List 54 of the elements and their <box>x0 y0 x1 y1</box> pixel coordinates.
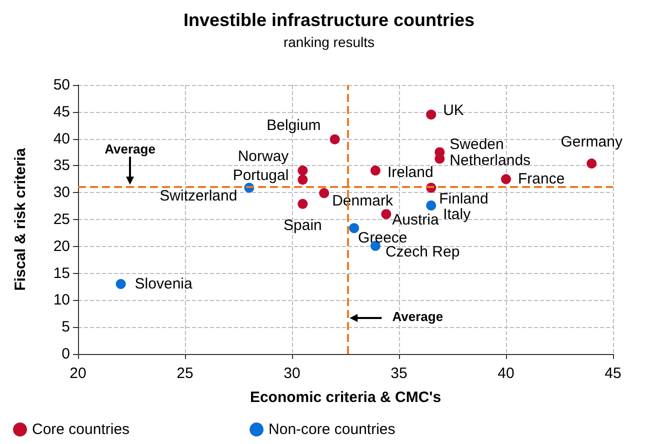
x-tick-label: 35 <box>390 365 408 382</box>
data-label: France <box>518 170 565 188</box>
point <box>330 134 340 144</box>
ref-line-label: Average <box>104 142 156 157</box>
y-tick-label: 50 <box>53 76 70 94</box>
x-tick-label: 30 <box>284 365 300 382</box>
y-tick-label: 10 <box>53 292 70 309</box>
point <box>319 188 330 198</box>
data-label: Switzerland <box>160 187 238 204</box>
chart-title: Investible infrastructure countries <box>183 10 475 30</box>
y-tick-label: 5 <box>62 318 70 336</box>
x-axis-title: Economic criteria & CMC's <box>250 389 442 406</box>
data-label: Netherlands <box>450 152 531 170</box>
y-tick-label: 15 <box>53 264 70 282</box>
data-label: Austria <box>392 212 440 229</box>
ref-line-label: Average <box>392 309 444 324</box>
data-label: Germany <box>560 134 623 151</box>
data-label: Belgium <box>266 116 321 134</box>
point <box>381 209 392 220</box>
y-tick-label: 35 <box>53 157 70 174</box>
y-tick-label: 45 <box>53 103 70 120</box>
data-label: Norway <box>238 148 290 166</box>
point <box>426 110 436 120</box>
legend-label: Non-core countries <box>268 421 396 438</box>
x-tick-label: 45 <box>604 365 622 382</box>
x-tick-label: 40 <box>498 365 514 382</box>
point <box>434 154 445 164</box>
point <box>370 166 380 176</box>
y-tick-label: 0 <box>62 346 70 362</box>
y-tick-label: 20 <box>53 238 70 255</box>
data-label: Spain <box>284 216 322 234</box>
data-label: Sweden <box>450 136 504 153</box>
point <box>349 223 360 234</box>
point <box>298 174 308 185</box>
legend-label: Core countries <box>32 421 130 438</box>
y-tick-label: 40 <box>53 130 70 148</box>
point <box>116 279 126 290</box>
point <box>586 158 597 169</box>
point <box>501 174 511 184</box>
data-label: Denmark <box>332 192 394 210</box>
point <box>426 200 436 211</box>
y-axis-title: Fiscal & risk criteria <box>12 148 29 291</box>
data-label: UK <box>443 102 464 120</box>
data-label: Italy <box>443 206 472 224</box>
point <box>298 166 308 176</box>
data-label: Slovenia <box>134 276 193 293</box>
data-label: Finland <box>439 190 488 208</box>
data-label: Ireland <box>387 164 434 182</box>
data-label: Portugal <box>232 167 289 184</box>
point <box>298 198 308 209</box>
x-tick-label: 25 <box>176 365 194 382</box>
chart-subtitle: ranking results <box>283 34 375 50</box>
y-tick-label: 30 <box>53 184 70 202</box>
y-tick-label: 25 <box>53 211 70 228</box>
